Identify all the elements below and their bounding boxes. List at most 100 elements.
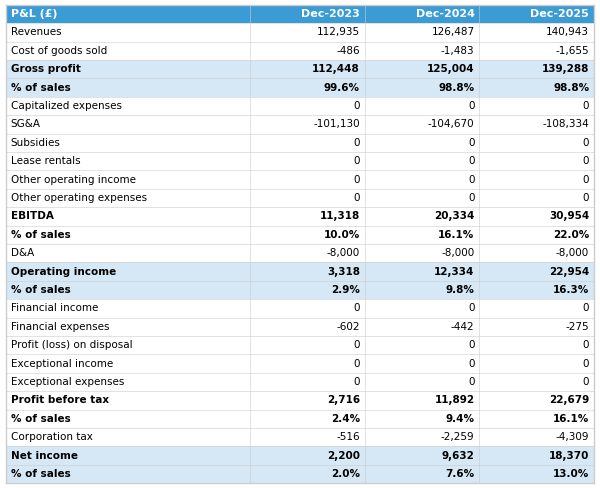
Bar <box>365 465 479 483</box>
Bar <box>6 207 250 225</box>
Text: -104,670: -104,670 <box>428 120 475 129</box>
Text: % of sales: % of sales <box>11 469 71 479</box>
Bar <box>250 318 365 336</box>
Text: 16.1%: 16.1% <box>438 230 475 240</box>
Text: 0: 0 <box>583 359 589 368</box>
Bar <box>6 391 250 409</box>
Text: -8,000: -8,000 <box>441 248 475 258</box>
Bar <box>6 79 250 97</box>
Bar <box>250 336 365 354</box>
Text: Corporation tax: Corporation tax <box>11 432 92 442</box>
Bar <box>250 428 365 447</box>
Bar <box>250 244 365 263</box>
Text: 0: 0 <box>353 175 360 184</box>
Text: Dec-2024: Dec-2024 <box>416 9 475 19</box>
Bar <box>479 152 594 170</box>
Text: -275: -275 <box>566 322 589 332</box>
Bar <box>479 5 594 23</box>
Text: 0: 0 <box>468 304 475 313</box>
Text: 13.0%: 13.0% <box>553 469 589 479</box>
Text: 0: 0 <box>583 340 589 350</box>
Text: Operating income: Operating income <box>11 266 116 277</box>
Text: -442: -442 <box>451 322 475 332</box>
Bar <box>6 465 250 483</box>
Bar <box>365 134 479 152</box>
Text: D&A: D&A <box>11 248 34 258</box>
Bar <box>250 170 365 189</box>
Bar <box>479 60 594 79</box>
Text: 140,943: 140,943 <box>546 27 589 38</box>
Text: Exceptional expenses: Exceptional expenses <box>11 377 124 387</box>
Bar <box>6 428 250 447</box>
Text: 0: 0 <box>468 175 475 184</box>
Bar <box>365 318 479 336</box>
Bar <box>365 115 479 134</box>
Text: Gross profit: Gross profit <box>11 64 80 74</box>
Bar <box>365 60 479 79</box>
Text: 0: 0 <box>353 101 360 111</box>
Text: 18,370: 18,370 <box>549 450 589 461</box>
Text: 99.6%: 99.6% <box>324 82 360 93</box>
Bar <box>365 41 479 60</box>
Bar <box>479 97 594 115</box>
Bar <box>365 336 479 354</box>
Bar <box>365 79 479 97</box>
Bar <box>365 428 479 447</box>
Bar <box>6 41 250 60</box>
Bar <box>6 318 250 336</box>
Text: 2,200: 2,200 <box>327 450 360 461</box>
Text: Revenues: Revenues <box>11 27 61 38</box>
Text: 10.0%: 10.0% <box>323 230 360 240</box>
Text: Dec-2025: Dec-2025 <box>530 9 589 19</box>
Text: Cost of goods sold: Cost of goods sold <box>11 46 107 56</box>
Text: 0: 0 <box>583 101 589 111</box>
Text: Exceptional income: Exceptional income <box>11 359 113 368</box>
Text: 0: 0 <box>353 377 360 387</box>
Bar <box>365 354 479 373</box>
Text: 9.8%: 9.8% <box>446 285 475 295</box>
Bar <box>479 207 594 225</box>
Bar <box>250 281 365 299</box>
Text: 16.3%: 16.3% <box>553 285 589 295</box>
Text: -8,000: -8,000 <box>556 248 589 258</box>
Bar <box>365 97 479 115</box>
Text: 11,892: 11,892 <box>434 395 475 406</box>
Bar <box>479 465 594 483</box>
Text: 112,935: 112,935 <box>317 27 360 38</box>
Text: 9.4%: 9.4% <box>446 414 475 424</box>
Bar <box>250 207 365 225</box>
Text: 0: 0 <box>353 156 360 166</box>
Text: -602: -602 <box>337 322 360 332</box>
Text: 0: 0 <box>468 138 475 148</box>
Bar <box>6 170 250 189</box>
Bar <box>479 79 594 97</box>
Text: % of sales: % of sales <box>11 230 71 240</box>
Text: 0: 0 <box>353 340 360 350</box>
Text: 9,632: 9,632 <box>442 450 475 461</box>
Bar <box>365 299 479 318</box>
Bar <box>250 354 365 373</box>
Bar <box>6 354 250 373</box>
Text: -2,259: -2,259 <box>441 432 475 442</box>
Bar <box>365 447 479 465</box>
Bar <box>479 281 594 299</box>
Bar <box>479 354 594 373</box>
Text: Subsidies: Subsidies <box>11 138 61 148</box>
Bar <box>6 115 250 134</box>
Bar <box>479 391 594 409</box>
Text: 12,334: 12,334 <box>434 266 475 277</box>
Bar <box>250 263 365 281</box>
Bar <box>479 225 594 244</box>
Text: 98.8%: 98.8% <box>439 82 475 93</box>
Text: 0: 0 <box>468 377 475 387</box>
Bar <box>250 465 365 483</box>
Text: 11,318: 11,318 <box>320 211 360 222</box>
Text: -4,309: -4,309 <box>556 432 589 442</box>
Bar <box>365 373 479 391</box>
Bar <box>479 428 594 447</box>
Text: -1,483: -1,483 <box>441 46 475 56</box>
Bar <box>365 5 479 23</box>
Text: Lease rentals: Lease rentals <box>11 156 80 166</box>
Text: 0: 0 <box>353 193 360 203</box>
Text: 0: 0 <box>353 359 360 368</box>
